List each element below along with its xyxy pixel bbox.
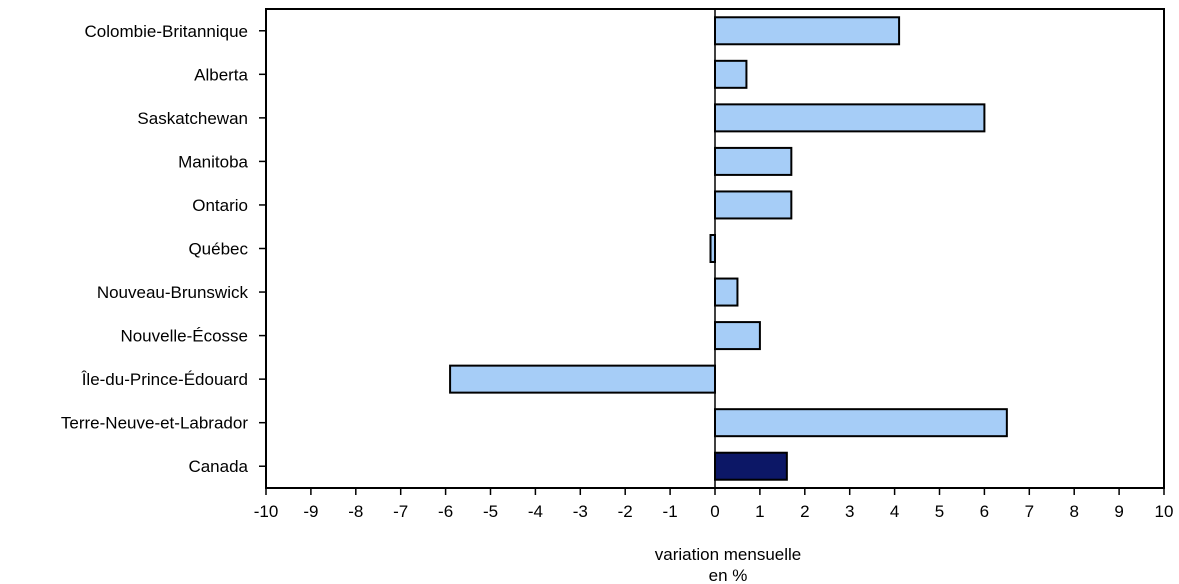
bar-colombie-britannique xyxy=(714,16,901,46)
x-tick-label: -6 xyxy=(438,502,453,521)
category-label: Québec xyxy=(188,240,248,259)
x-tick-label: -8 xyxy=(348,502,363,521)
category-label: Canada xyxy=(188,457,248,476)
bar-terre-neuve-et-labrador xyxy=(714,408,1008,438)
x-tick-label: -10 xyxy=(254,502,279,521)
category-label: Saskatchewan xyxy=(137,109,248,128)
x-tick-label: 7 xyxy=(1025,502,1034,521)
x-tick-label: 4 xyxy=(890,502,899,521)
bar-nouveau-brunswick xyxy=(714,277,739,307)
x-tick-label: 8 xyxy=(1069,502,1078,521)
x-axis-ticks-group: -10 -9 -8 -7 -6 -5 -4 -3 -2 -1 0 1 2 3 4 5 6 7 8 9 10 xyxy=(254,488,1174,521)
x-tick-label: 6 xyxy=(980,502,989,521)
category-label: Colombie-Britannique xyxy=(85,22,248,41)
x-tick-label: -9 xyxy=(303,502,318,521)
x-tick-label: -7 xyxy=(393,502,408,521)
x-tick-label: 5 xyxy=(935,502,944,521)
x-axis-title-line-1: variation mensuelle xyxy=(655,545,801,564)
category-label: Alberta xyxy=(194,65,248,84)
x-tick-label: -4 xyxy=(528,502,543,521)
bar-ontario xyxy=(714,190,793,220)
bar-manitoba xyxy=(714,146,793,176)
x-tick-label: 9 xyxy=(1114,502,1123,521)
category-label: Nouveau-Brunswick xyxy=(97,283,249,302)
x-tick-label: 2 xyxy=(800,502,809,521)
x-tick-label: 0 xyxy=(710,502,719,521)
x-tick-label: -5 xyxy=(483,502,498,521)
x-axis-title-group: variation mensuelle en % xyxy=(655,545,801,584)
bars-group xyxy=(449,16,1008,481)
x-tick-label: -3 xyxy=(573,502,588,521)
category-label: Terre-Neuve-et-Labrador xyxy=(61,414,248,433)
x-tick-label: 1 xyxy=(755,502,764,521)
bar-nouvelle-ecosse xyxy=(714,321,761,351)
bar-ile-du-prince-edouard xyxy=(449,364,716,394)
category-label: Nouvelle-Écosse xyxy=(120,327,248,346)
bar-alberta xyxy=(714,59,748,89)
x-tick-label: 3 xyxy=(845,502,854,521)
x-tick-label: 10 xyxy=(1155,502,1174,521)
x-tick-label: -1 xyxy=(663,502,678,521)
category-labels-group: Colombie-Britannique Alberta Saskatchewan M… xyxy=(61,22,266,476)
category-label: Île-du-Prince-Édouard xyxy=(81,370,248,389)
bar-canada xyxy=(714,451,788,481)
bar-saskatchewan xyxy=(714,103,986,133)
category-label: Ontario xyxy=(192,196,248,215)
x-tick-label: -2 xyxy=(618,502,633,521)
category-label: Manitoba xyxy=(178,152,248,171)
x-axis-title-line-2: en % xyxy=(709,566,748,584)
